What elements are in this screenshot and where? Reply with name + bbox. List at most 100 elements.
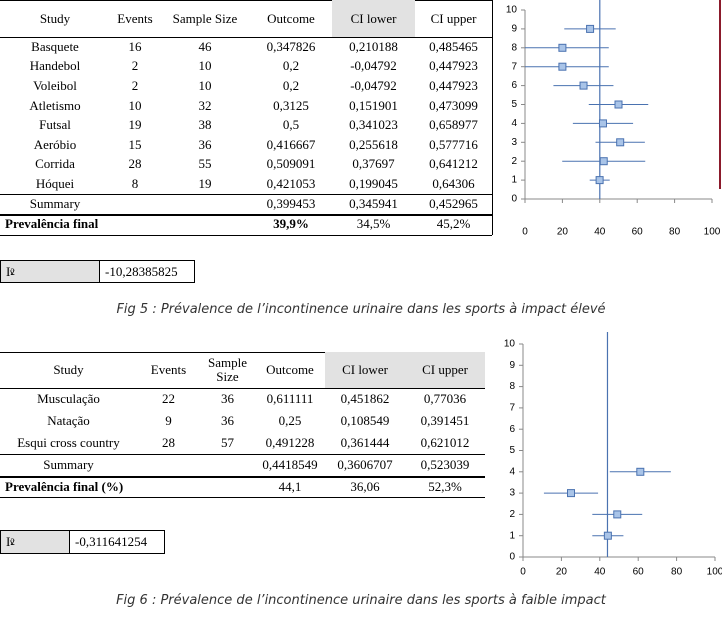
table-cell: Futsal — [39, 117, 71, 133]
table-cell: 19 — [198, 175, 212, 191]
table-cell: Aeróbio — [33, 136, 77, 152]
summary-ci-upper: 0,523039 — [420, 457, 470, 472]
point-marker — [614, 100, 623, 109]
table-cell: 57 — [221, 435, 234, 450]
caption: Fig 6 : Prévalence de l’incontinence uri… — [116, 593, 606, 608]
table-cell: 36 — [221, 391, 234, 406]
i2-symbol: I — [6, 534, 11, 549]
summary-ci-lower: 0,345941 — [349, 195, 398, 211]
column-header: Events — [150, 362, 187, 377]
y-tick-label: 1 — [511, 175, 517, 186]
y-tick-label: 4 — [511, 118, 517, 129]
i2-sup: 2 — [10, 537, 15, 547]
table-cell: 0,447923 — [429, 58, 478, 74]
table-cell: 38 — [198, 117, 212, 133]
final-ci-upper: 52,3% — [428, 478, 462, 494]
table-cell: 0,485465 — [429, 38, 478, 54]
x-tick-label: 0 — [522, 227, 528, 238]
column-header: Study — [53, 362, 84, 377]
table-cell: 0,255618 — [349, 136, 398, 152]
caption: Fig 5 : Prévalence de l’incontinence uri… — [116, 302, 606, 317]
rule — [0, 454, 485, 455]
table-cell: Musculação — [37, 391, 100, 406]
table-cell: 0,658977 — [429, 117, 478, 133]
table-cell: Voleibol — [33, 77, 77, 93]
y-tick-label: 10 — [504, 339, 516, 350]
column-header: Sample Size — [172, 10, 238, 26]
final-label: Prevalência final — [5, 216, 99, 232]
table-cell: 0,3125 — [273, 97, 309, 113]
table-cell: 0,25 — [278, 413, 302, 428]
table-cell: 0,491228 — [265, 435, 315, 450]
table-cell: 9 — [165, 413, 172, 428]
y-tick-label: 0 — [511, 194, 517, 205]
table-cell: 16 — [128, 38, 142, 54]
x-tick-label: 60 — [633, 567, 645, 578]
table-cell: 0,611111 — [266, 391, 314, 406]
i2-value: -0,311641254 — [70, 530, 165, 554]
rule — [0, 37, 492, 38]
x-tick-label: 100 — [704, 227, 721, 238]
table-cell: 36 — [221, 413, 234, 428]
x-tick-label: 20 — [556, 567, 568, 578]
table-cell: 0,577716 — [429, 136, 478, 152]
table-cell: 0,421053 — [266, 175, 316, 191]
final-ci-lower: 36,06 — [350, 478, 380, 494]
summary-label: Summary — [43, 457, 94, 472]
x-tick-label: 60 — [632, 227, 644, 238]
rule — [492, 0, 493, 235]
summary-ci-lower: 0,3606707 — [337, 457, 393, 472]
y-tick-label: 2 — [509, 509, 515, 520]
table-cell: 0,2 — [282, 77, 300, 93]
rule — [0, 0, 492, 1]
table-cell: 28 — [128, 156, 142, 172]
x-tick-label: 80 — [669, 227, 681, 238]
rule — [0, 213, 492, 216]
table-cell: 0,641212 — [429, 156, 478, 172]
y-tick-label: 3 — [511, 137, 517, 148]
table-cell: 0,341023 — [349, 117, 398, 133]
table-cell: 0,509091 — [266, 156, 316, 172]
column-header: CI upper — [405, 352, 485, 388]
table-cell: Hóquei — [35, 175, 75, 191]
y-tick-label: 9 — [509, 360, 515, 371]
column-header: Outcome — [266, 362, 314, 377]
column-header: Outcome — [267, 10, 315, 26]
table-cell: Handebol — [29, 58, 81, 74]
table-cell: 10 — [128, 97, 142, 113]
table-cell: 15 — [128, 136, 142, 152]
rule — [0, 476, 485, 478]
point-marker — [567, 489, 575, 498]
table-cell: 0,199045 — [349, 175, 398, 191]
table-cell: Basquete — [31, 38, 79, 54]
table-cell: 0,416667 — [266, 136, 316, 152]
x-tick-label: 80 — [671, 567, 683, 578]
y-tick-label: 1 — [509, 530, 515, 541]
table-cell: 0,361444 — [340, 435, 390, 450]
summary-outcome: 0,4418549 — [262, 457, 318, 472]
table-cell: 0,210188 — [349, 38, 398, 54]
x-tick-label: 0 — [520, 567, 526, 578]
point-marker — [636, 467, 645, 476]
table-cell: 0,621012 — [420, 435, 470, 450]
rule — [0, 352, 485, 353]
table-cell: 46 — [198, 38, 212, 54]
y-tick-label: 7 — [509, 403, 515, 414]
point-marker — [595, 176, 604, 185]
point-marker — [586, 24, 595, 33]
i2-sup: 2 — [10, 266, 15, 277]
x-tick-label: 40 — [594, 227, 606, 238]
i2-value: -10,28385825 — [100, 260, 195, 283]
table-cell: Atletismo — [29, 97, 81, 113]
table-cell: 28 — [162, 435, 175, 450]
x-tick-label: 40 — [594, 567, 606, 578]
point-marker — [558, 43, 567, 52]
column-header: CI lower — [332, 0, 415, 37]
i2-symbol: I — [6, 263, 11, 279]
point-marker — [603, 531, 612, 540]
x-tick-label: 100 — [707, 567, 722, 578]
y-tick-label: 2 — [511, 156, 517, 167]
